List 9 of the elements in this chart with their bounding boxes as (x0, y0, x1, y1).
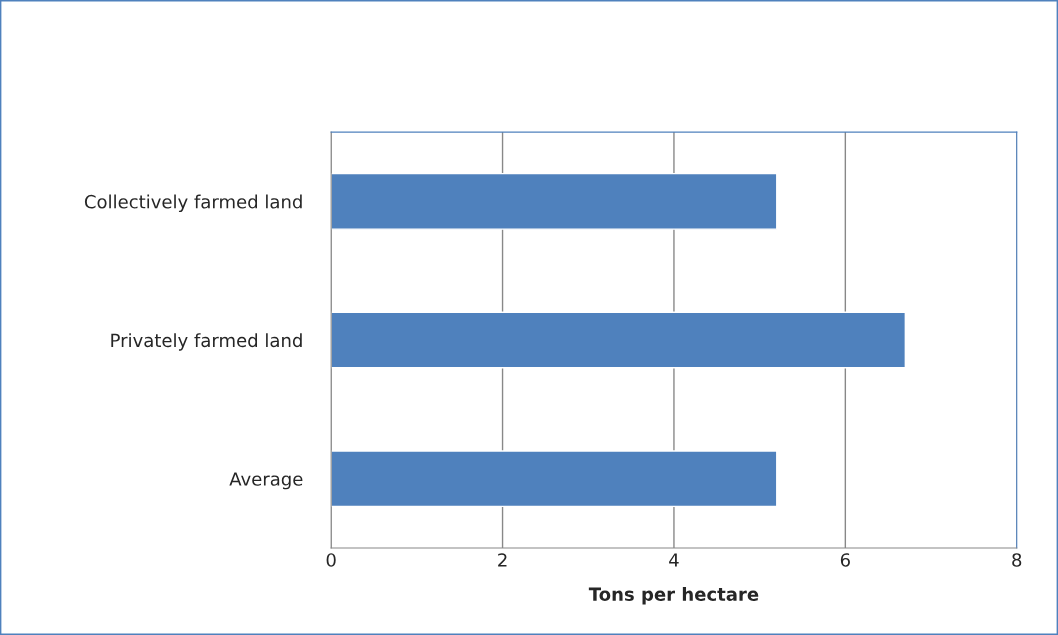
x-tick-label: 0 (326, 553, 336, 567)
y-tick-label: Average (229, 472, 303, 490)
y-tick-label: Collectively farmed land (84, 194, 302, 213)
x-tick-label: 8 (1012, 553, 1022, 567)
x-tick-label: 6 (840, 553, 850, 567)
x-axis-title: Tons per hectare (588, 587, 759, 605)
x-tick-label: 4 (669, 553, 679, 567)
x-tick-label: 2 (498, 553, 507, 567)
y-tick-label: Privately farmed land (111, 333, 302, 351)
